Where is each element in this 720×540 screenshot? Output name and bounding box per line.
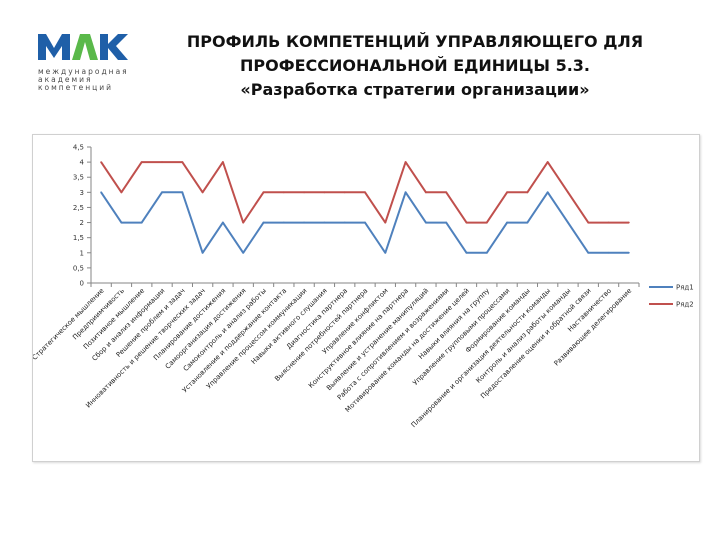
y-tick-label: 3 — [80, 189, 84, 197]
data-point — [567, 221, 569, 224]
data-point — [222, 221, 224, 224]
data-point — [120, 191, 123, 194]
data-point — [323, 221, 326, 224]
data-point — [343, 221, 346, 224]
data-point — [627, 251, 630, 254]
data-point — [546, 161, 549, 164]
title-line-3: «Разработка стратегии организации» — [240, 80, 590, 99]
data-point — [465, 251, 468, 254]
y-tick-label: 4,5 — [73, 144, 84, 152]
y-tick-label: 4 — [80, 159, 85, 167]
data-point — [242, 251, 245, 254]
data-point — [303, 191, 306, 194]
data-point — [445, 191, 448, 194]
y-tick-label: 0,5 — [73, 264, 84, 272]
data-point — [364, 191, 366, 194]
logo-letter-k — [100, 34, 128, 60]
data-point — [384, 251, 387, 254]
data-point — [526, 221, 529, 224]
data-point — [627, 221, 630, 224]
data-point — [303, 221, 306, 224]
data-point — [506, 221, 508, 224]
data-point — [262, 191, 265, 194]
data-point — [485, 221, 488, 224]
data-point — [526, 191, 529, 194]
x-tick-label: Стратегическое мышление — [33, 287, 106, 362]
data-point — [222, 161, 224, 164]
competency-line-chart: 0 0,5 1 1,5 2 2,5 3 3,5 4 4,5 Стратегическое мышл… — [31, 144, 694, 430]
data-point — [282, 221, 285, 224]
chart-frame: 0 0,5 1 1,5 2 2,5 3 3,5 4 4,5 Стратегическое мышл… — [31, 134, 700, 462]
data-point — [201, 251, 204, 254]
data-point — [424, 221, 427, 224]
data-point — [445, 221, 448, 224]
data-point — [120, 221, 123, 224]
series-lines — [100, 161, 630, 254]
data-point — [161, 161, 163, 164]
data-point — [140, 221, 143, 224]
data-point — [181, 191, 184, 194]
data-point — [404, 161, 407, 164]
data-point — [465, 221, 468, 224]
data-point — [140, 161, 143, 164]
data-point — [364, 221, 366, 224]
logo-text: международная академия компетенций — [38, 67, 129, 92]
data-point — [404, 191, 407, 194]
data-point — [242, 221, 245, 224]
data-point — [506, 191, 508, 194]
y-tick-label: 1,5 — [73, 234, 84, 242]
data-point — [161, 191, 163, 194]
data-point — [100, 191, 103, 194]
x-tick-label: Контроль и анализ работы команды — [474, 287, 572, 385]
y-tick-label: 2 — [80, 219, 84, 227]
data-point — [607, 251, 610, 254]
data-point — [587, 251, 590, 254]
title-line-1: ПРОФИЛЬ КОМПЕТЕНЦИЙ УПРАВЛЯЮЩЕГО ДЛЯ — [186, 32, 644, 51]
data-point — [587, 221, 590, 224]
logo-letter-a — [72, 34, 98, 60]
page-title: ПРОФИЛЬ КОМПЕТЕНЦИЙ УПРАВЛЯЮЩЕГО ДЛЯ ПРО… — [160, 30, 670, 102]
x-tick-labels: Стратегическое мышлениеПредприимчивостьП… — [31, 287, 634, 429]
data-point — [343, 191, 346, 194]
logo-letter-m — [38, 34, 70, 60]
data-point — [567, 191, 569, 194]
data-point — [262, 221, 265, 224]
data-point — [546, 191, 549, 194]
data-point — [100, 161, 103, 164]
legend-label-1: Ряд1 — [676, 284, 694, 292]
data-point — [323, 191, 326, 194]
chart-axes — [87, 146, 640, 287]
y-tick-label: 3,5 — [73, 174, 84, 182]
academy-logo — [38, 34, 128, 60]
y-tick-label: 0 — [80, 280, 84, 288]
data-point — [384, 221, 387, 224]
data-point — [607, 221, 610, 224]
data-point — [282, 191, 285, 194]
data-point — [424, 191, 427, 194]
chart-legend: Ряд1 Ряд2 — [649, 284, 694, 309]
y-tick-label: 1 — [80, 249, 84, 257]
title-line-2: ПРОФЕССИОНАЛЬНОЙ ЕДИНИЦЫ 5.3. — [240, 56, 590, 75]
legend-label-2: Ряд2 — [676, 301, 694, 309]
data-point — [201, 191, 204, 194]
data-point — [181, 161, 184, 164]
data-point — [485, 251, 488, 254]
y-tick-labels: 0 0,5 1 1,5 2 2,5 3 3,5 4 4,5 — [73, 144, 85, 288]
y-tick-label: 2,5 — [73, 204, 84, 212]
